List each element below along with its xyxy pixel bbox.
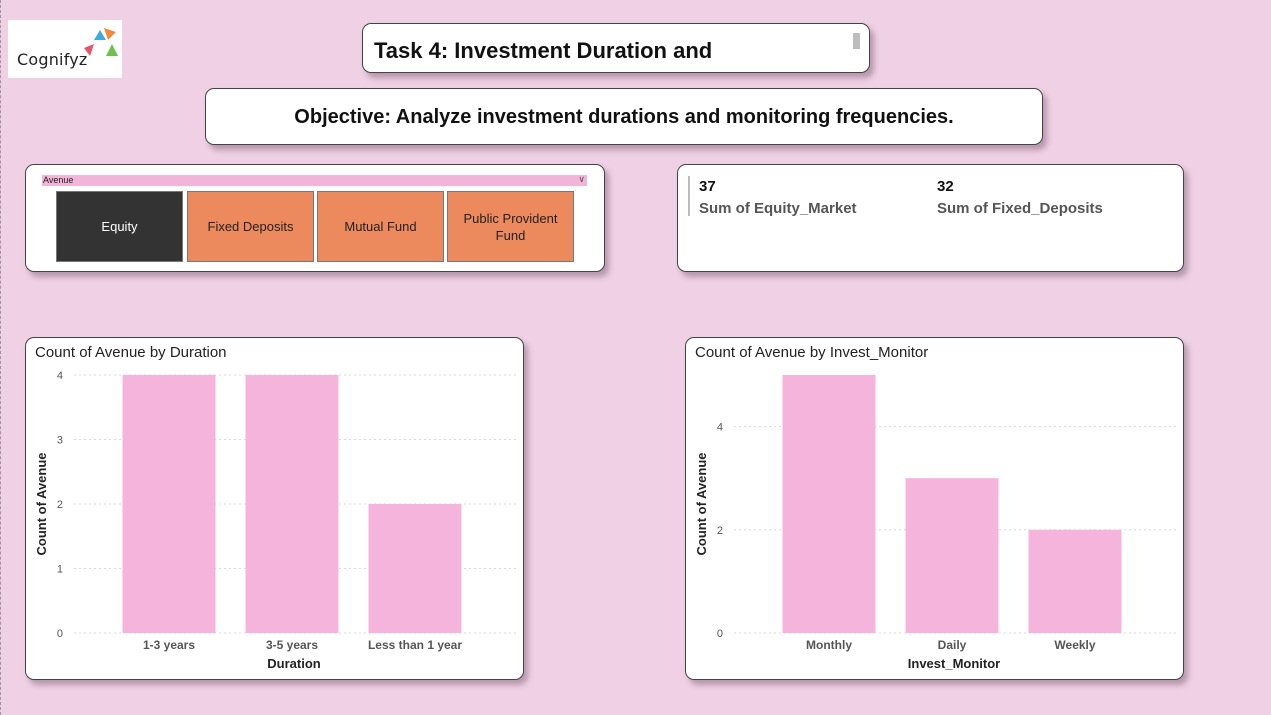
bar[interactable]: [905, 478, 999, 633]
x-tick-label: Monthly: [806, 638, 852, 652]
bar[interactable]: [122, 375, 216, 633]
task-title-card: Task 4: Investment Duration and: [362, 23, 870, 73]
slicer-tile-mutual-fund[interactable]: Mutual Fund: [317, 191, 444, 262]
bar[interactable]: [1028, 529, 1122, 633]
kpi-label-fixed-deposits: Sum of Fixed_Deposits: [937, 200, 1103, 217]
slicer-tile-public-provident-fund[interactable]: Public Provident Fund: [447, 191, 574, 262]
y-tick-label: 0: [57, 628, 63, 640]
x-tick-label: 1-3 years: [143, 638, 195, 652]
page-title: Task 4: Investment Duration and: [374, 38, 713, 63]
objective-text: Objective: Analyze investment durations …: [294, 106, 954, 128]
chart-title: Count of Avenue by Invest_Monitor: [695, 344, 929, 361]
kpi-value-fixed-deposits: 32: [937, 178, 954, 195]
y-axis-title: Count of Avenue: [34, 452, 49, 555]
slicer-label: Avenue: [43, 175, 74, 185]
x-tick-label: Less than 1 year: [368, 638, 462, 652]
chevron-down-icon[interactable]: ∨: [578, 174, 585, 184]
y-axis-title: Count of Avenue: [694, 452, 709, 555]
y-tick-label: 1: [57, 564, 63, 576]
duration-chart[interactable]: Count of Avenue by Duration 0 1 2 3 4 1-3 yea…: [25, 337, 524, 680]
logo-text: Cognifyz: [17, 50, 88, 69]
kpi-card: 37 Sum of Equity_Market 32 Sum of Fixed_…: [677, 164, 1184, 272]
page-border: [0, 0, 2, 715]
kpi-value-equity-market: 37: [699, 178, 716, 195]
company-logo: Cognifyz: [8, 20, 122, 78]
x-tick-label: Weekly: [1054, 638, 1095, 652]
bar[interactable]: [368, 504, 462, 633]
duration-bar-chart: 0 1 2 3 4 1-3 years 3-5 years Less than 1 year D…: [34, 370, 516, 671]
x-axis-title: Invest_Monitor: [908, 656, 1000, 671]
chart-title: Count of Avenue by Duration: [35, 344, 227, 361]
invest-monitor-bar-chart: 0 2 4 Monthly Daily Weekly Invest_Monitor Count…: [694, 375, 1176, 671]
bar[interactable]: [245, 375, 339, 633]
y-tick-label: 4: [717, 422, 723, 434]
slicer-tile-fixed-deposits[interactable]: Fixed Deposits: [187, 191, 314, 262]
bar[interactable]: [782, 375, 876, 633]
slicer-tile-equity[interactable]: Equity: [56, 191, 183, 262]
kpi-divider: [688, 176, 690, 216]
avenue-slicer: Avenue ∨ Equity Fixed Deposits Mutual Fu…: [25, 164, 605, 272]
objective-card: Objective: Analyze investment durations …: [205, 88, 1043, 145]
kpi-label-equity-market: Sum of Equity_Market: [699, 200, 857, 217]
invest-monitor-chart[interactable]: Count of Avenue by Invest_Monitor 0 2 4 Mon…: [685, 337, 1184, 680]
y-tick-label: 3: [57, 435, 63, 447]
title-scrollbar[interactable]: [853, 33, 860, 49]
y-tick-label: 2: [57, 499, 63, 511]
x-tick-label: Daily: [938, 638, 967, 652]
y-tick-label: 0: [717, 628, 723, 640]
x-axis-title: Duration: [267, 656, 321, 671]
slicer-header[interactable]: Avenue ∨: [42, 174, 587, 186]
x-tick-label: 3-5 years: [266, 638, 318, 652]
y-tick-label: 4: [57, 370, 63, 382]
y-tick-label: 2: [717, 525, 723, 537]
logo-triangles-icon: [84, 28, 118, 56]
